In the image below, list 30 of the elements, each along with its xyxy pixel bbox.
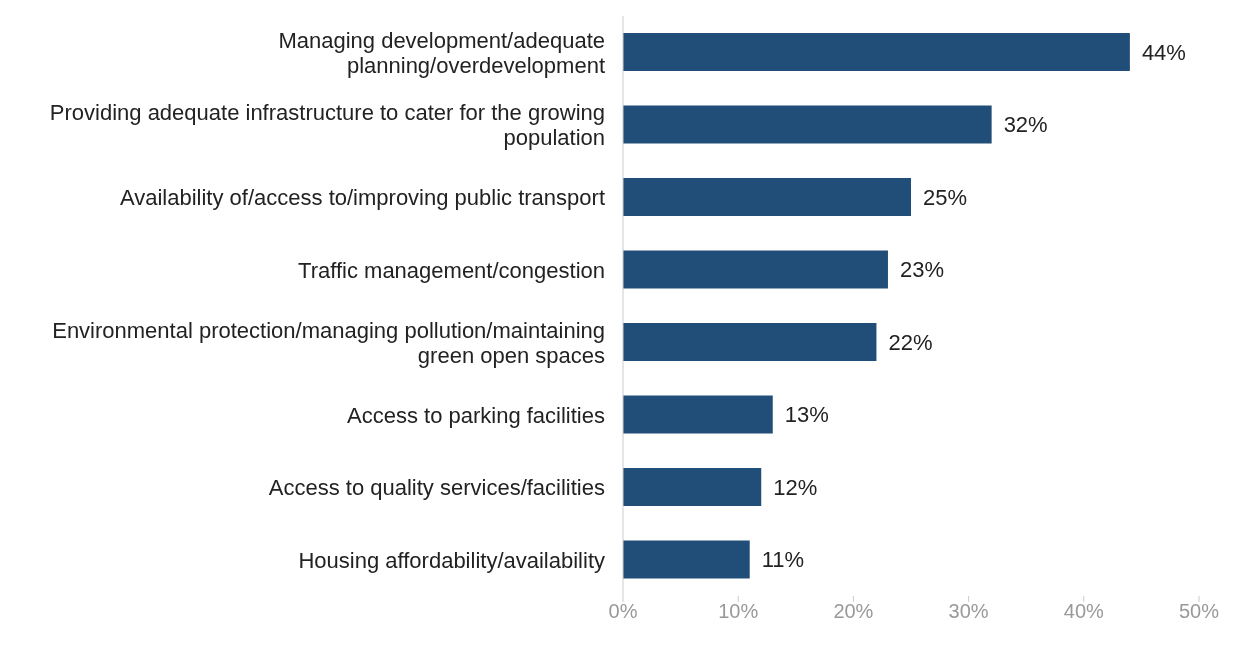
y-tick-label: Traffic management/congestion [298,257,605,283]
y-tick-label: Housing affordability/availability [298,547,605,573]
x-tick-label: 20% [833,600,874,623]
bar [623,540,750,579]
data-label: 23% [899,257,945,282]
y-tick-label: Providing adequate infrastructure to cater for the growing population [49,99,605,150]
bar [623,178,911,216]
bar [623,250,888,289]
bar [623,105,992,144]
bar [623,395,773,434]
y-tick-label: Environmental protection/managing pollution/maintaining green open spaces [52,317,605,368]
data-label: 22% [888,329,933,355]
data-label: 12% [773,474,818,500]
x-tick-label: 0% [608,600,638,623]
x-tick-label: 40% [1063,600,1105,623]
data-label: 13% [784,402,829,427]
bar [623,33,1130,71]
y-tick-label: Availability of/access to/improving public transport [119,184,605,210]
data-label: 32% [1003,112,1048,137]
data-label: 11% [761,547,805,572]
y-tick-label: Access to parking facilities [347,402,605,428]
bar [623,468,762,506]
x-tick-label: 10% [718,600,759,623]
x-tick-label: 30% [948,600,989,623]
y-tick-label: Access to quality services/facilities [268,474,605,500]
data-label: 44% [1141,39,1186,65]
y-tick-label: Managing development/adequate planning/overdevelopment [278,27,605,78]
bar [623,323,877,361]
x-tick-label: 50% [1178,600,1220,623]
data-label: 25% [923,184,968,210]
